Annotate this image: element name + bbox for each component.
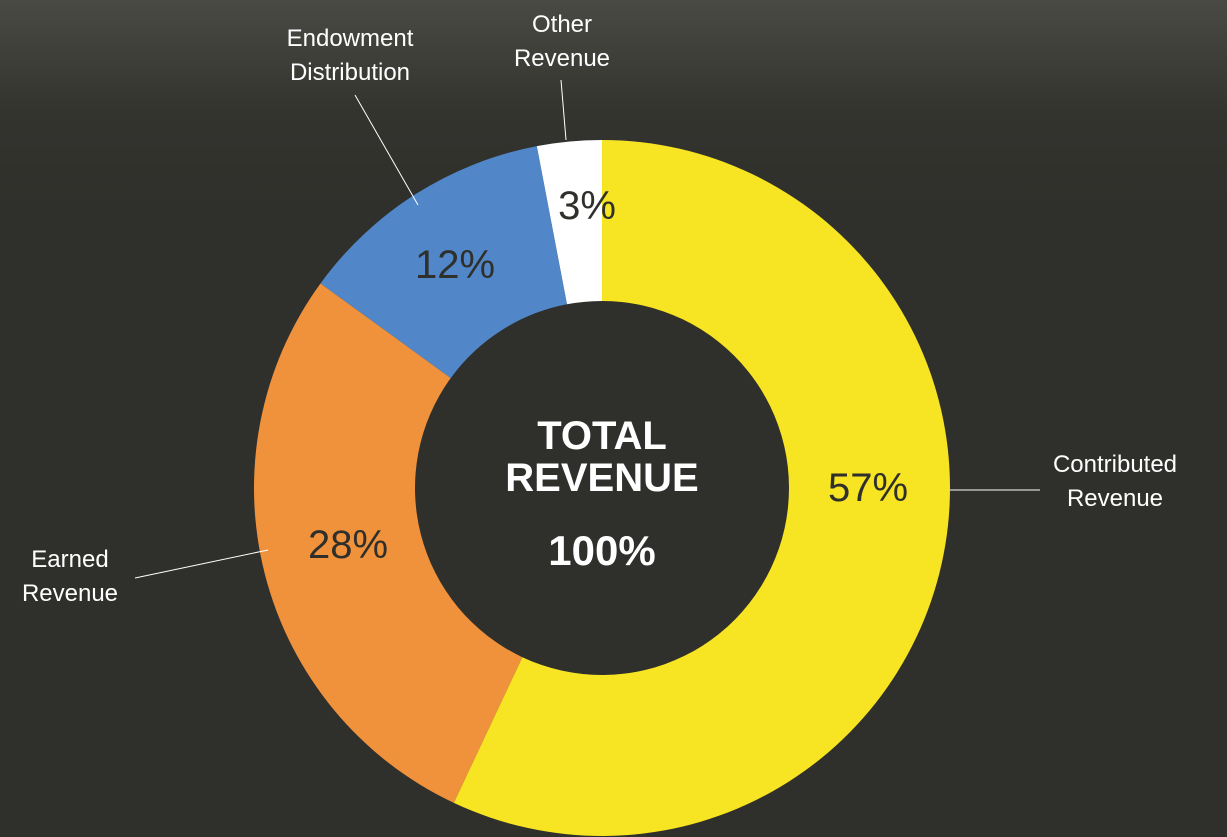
center-total: 100% — [548, 527, 656, 574]
center-title: TOTAL REVENUE — [505, 414, 699, 500]
leader-line — [354, 94, 419, 206]
value-label: 12% — [414, 243, 496, 287]
donut-slice — [536, 140, 602, 305]
donut-slice — [254, 283, 523, 803]
category-label: Contributed Revenue — [1052, 451, 1178, 512]
value-label: 57% — [827, 466, 909, 510]
leader-line — [560, 79, 567, 141]
category-label: Endowment Distribution — [286, 25, 414, 86]
leader-line — [134, 549, 269, 579]
value-label: 3% — [558, 184, 616, 228]
donut-slice — [453, 140, 950, 836]
donut-slice — [320, 146, 567, 379]
category-label: Other Revenue — [513, 11, 611, 72]
leader-lines — [134, 79, 1040, 579]
category-label: Earned Revenue — [21, 546, 119, 607]
value-label: 28% — [307, 523, 389, 567]
